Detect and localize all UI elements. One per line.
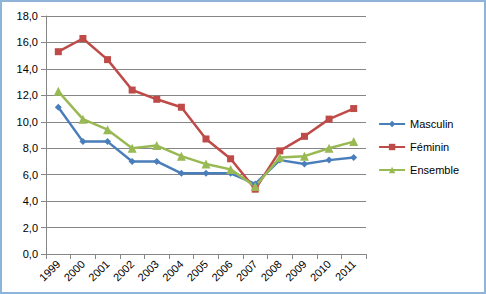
svg-text:14,0: 14,0: [17, 63, 38, 75]
svg-text:2002: 2002: [111, 258, 137, 284]
svg-text:2006: 2006: [209, 258, 235, 284]
svg-text:2004: 2004: [160, 258, 186, 284]
svg-text:2007: 2007: [234, 258, 260, 284]
svg-text:2008: 2008: [258, 258, 284, 284]
svg-text:1999: 1999: [37, 258, 63, 284]
svg-text:8,0: 8,0: [23, 142, 38, 154]
svg-text:6,0: 6,0: [23, 169, 38, 181]
svg-text:12,0: 12,0: [17, 89, 38, 101]
svg-text:4,0: 4,0: [23, 195, 38, 207]
svg-text:18,0: 18,0: [17, 10, 38, 22]
svg-text:Masculin: Masculin: [410, 118, 453, 130]
svg-text:16,0: 16,0: [17, 36, 38, 48]
svg-text:2,0: 2,0: [23, 222, 38, 234]
svg-text:2011: 2011: [333, 258, 358, 283]
svg-text:Ensemble: Ensemble: [410, 164, 459, 176]
svg-text:2001: 2001: [86, 258, 112, 284]
svg-text:2009: 2009: [283, 258, 309, 284]
svg-text:2003: 2003: [135, 258, 161, 284]
svg-text:0,0: 0,0: [23, 248, 38, 260]
svg-text:10,0: 10,0: [17, 116, 38, 128]
svg-text:Féminin: Féminin: [410, 141, 449, 153]
svg-text:2010: 2010: [308, 258, 334, 284]
svg-text:2000: 2000: [61, 258, 87, 284]
svg-text:2005: 2005: [184, 258, 210, 284]
